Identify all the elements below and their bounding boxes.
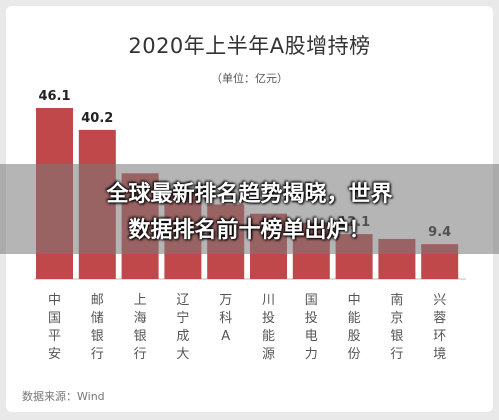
category-label-10-char-2: 蓉 [433,311,446,326]
category-label-1-char-2: 国 [48,311,61,326]
category-label-2-char-3: 银 [91,329,104,344]
category-label-6-char-2: 投 [262,310,275,326]
category-label-1-char-4: 安 [48,347,61,362]
chart-subtitle: （单位：亿元） [211,72,288,85]
category-label-8-char-1: 中 [348,293,361,308]
category-label-3-char-1: 上 [134,293,147,308]
category-label-6-char-4: 源 [262,347,275,362]
category-label-8-char-3: 股 [348,329,361,344]
category-label-10-char-3: 环 [433,329,446,344]
category-label-5-char-3: A [221,329,230,344]
value-label-1: 46.1 [38,89,70,104]
category-label-6-char-3: 能 [262,329,275,344]
category-label-1-char-1: 中 [48,293,61,308]
category-label-4-char-1: 辽 [176,293,189,308]
chart-title: 2020年上半年A股增持榜 [128,34,371,58]
category-label-9-char-3: 银 [390,329,403,344]
category-label-4-char-2: 宁 [176,310,189,326]
category-label-3-char-3: 银 [134,329,147,344]
category-label-2-char-4: 行 [91,347,104,362]
category-label-7-char-2: 投 [305,310,318,326]
data-source: 数据来源：Wind [22,390,105,403]
category-label-3-char-4: 行 [134,347,147,362]
category-label-9-char-1: 南 [390,292,403,308]
category-label-5-char-2: 科 [219,311,232,326]
headline-line-1: 全球最新排名趋势揭晓，世界 [106,182,393,207]
category-label-1-char-3: 平 [48,329,61,344]
category-label-3-char-2: 海 [134,311,147,326]
category-label-4-char-4: 大 [176,347,189,362]
category-label-10-char-4: 境 [433,347,446,362]
category-label-6-char-1: 川 [262,293,275,308]
category-label-2-char-2: 储 [91,311,104,326]
category-label-9-char-4: 行 [390,347,403,362]
category-label-2-char-1: 邮 [91,293,104,308]
category-label-4-char-3: 成 [176,329,189,344]
headline-banner [0,164,499,254]
category-label-7-char-3: 电 [305,329,318,344]
category-label-8-char-4: 份 [348,347,361,362]
category-label-10-char-1: 兴 [433,293,446,308]
category-label-9-char-2: 京 [390,311,403,326]
value-label-2: 40.2 [81,111,113,126]
category-label-5-char-1: 万 [219,293,232,308]
category-label-8-char-2: 能 [348,311,361,326]
headline-line-2: 数据排名前十榜单出炉！ [128,218,371,243]
category-label-7-char-4: 力 [305,347,318,362]
category-label-7-char-1: 国 [305,293,318,308]
